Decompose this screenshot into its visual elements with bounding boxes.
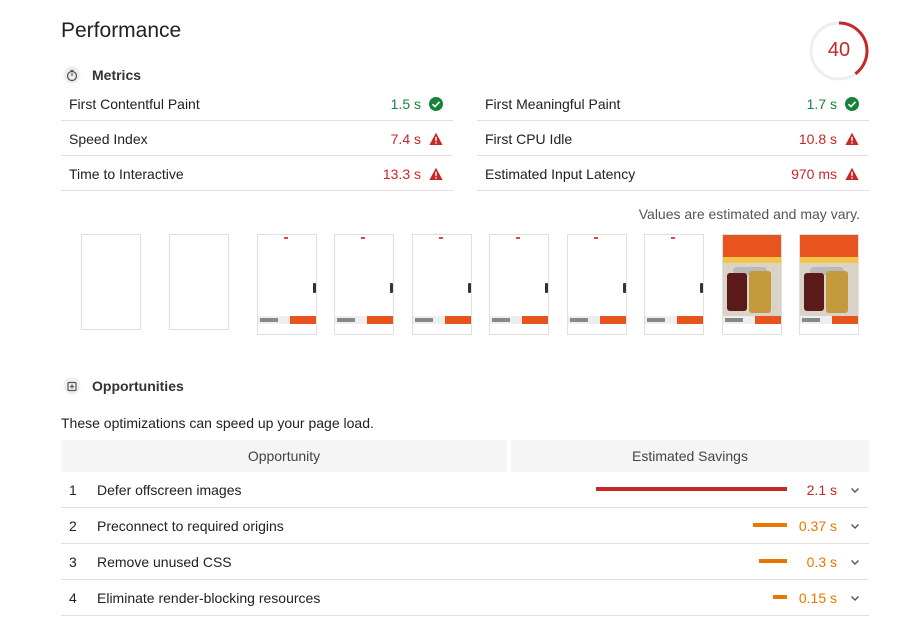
opportunity-row[interactable]: 4 Eliminate render-blocking resources 0.… <box>61 580 869 616</box>
stopwatch-icon <box>63 66 81 84</box>
opportunity-name: Remove unused CSS <box>97 554 232 570</box>
score-value: 40 <box>827 39 851 61</box>
filmstrip-frame <box>722 234 782 335</box>
savings-value: 0.3 s <box>806 554 837 570</box>
filmstrip-frame <box>334 234 394 335</box>
filmstrip-frame <box>644 234 704 335</box>
opportunity-row[interactable]: 2 Preconnect to required origins 0.37 s <box>61 508 869 544</box>
metric-value: 7.4 s <box>390 131 421 147</box>
metric-value: 10.8 s <box>798 131 837 147</box>
filmstrip-frame <box>169 234 229 330</box>
filmstrip-frame <box>257 234 317 335</box>
warning-triangle-icon <box>429 132 443 145</box>
metric-name: First CPU Idle <box>485 131 573 147</box>
row-number: 4 <box>69 590 77 606</box>
opportunities-title: Opportunities <box>92 378 184 394</box>
metric-name: First Contentful Paint <box>69 96 200 112</box>
savings-bar <box>759 559 787 563</box>
pass-check-icon <box>429 97 443 111</box>
savings-value: 0.37 s <box>798 518 837 534</box>
metric-name: Time to Interactive <box>69 166 184 182</box>
metric-value: 1.7 s <box>806 96 837 112</box>
metric-name: Speed Index <box>69 131 148 147</box>
savings-value: 0.15 s <box>798 590 837 606</box>
metric-row: Estimated Input Latency 970 ms <box>477 156 869 191</box>
opportunities-header: Opportunities <box>63 377 184 395</box>
opportunity-name: Defer offscreen images <box>97 482 242 498</box>
savings-bar <box>773 595 787 599</box>
pass-check-icon <box>845 97 859 111</box>
metric-value: 1.5 s <box>390 96 421 112</box>
chevron-down-icon[interactable] <box>849 520 861 532</box>
warning-triangle-icon <box>845 132 859 145</box>
score-gauge <box>809 21 869 81</box>
metrics-right-column: First Meaningful Paint 1.7 s First CPU I… <box>477 86 869 191</box>
filmstrip-frame <box>799 234 859 335</box>
opportunities-table: Opportunity Estimated Savings 1 Defer of… <box>61 440 869 616</box>
savings-bar <box>596 487 787 491</box>
column-header-savings: Estimated Savings <box>511 440 869 472</box>
metric-row: First Contentful Paint 1.5 s <box>61 86 453 121</box>
estimate-note: Values are estimated and may vary. <box>638 206 860 222</box>
metrics-title: Metrics <box>92 67 142 83</box>
filmstrip-frame <box>81 234 141 330</box>
metrics-header: Metrics <box>63 66 141 84</box>
warning-triangle-icon <box>429 167 443 180</box>
savings-value: 2.1 s <box>806 482 837 498</box>
chevron-down-icon[interactable] <box>849 592 861 604</box>
metric-value: 970 ms <box>791 166 837 182</box>
opportunity-icon <box>63 377 81 395</box>
warning-triangle-icon <box>845 167 859 180</box>
metric-row: First CPU Idle 10.8 s <box>477 121 869 156</box>
row-number: 3 <box>69 554 77 570</box>
metrics-left-column: First Contentful Paint 1.5 s Speed Index… <box>61 86 453 191</box>
opportunity-name: Eliminate render-blocking resources <box>97 590 321 606</box>
row-number: 2 <box>69 518 77 534</box>
performance-title: Performance <box>61 19 182 42</box>
metric-value: 13.3 s <box>382 166 421 182</box>
chevron-down-icon[interactable] <box>849 484 861 496</box>
chevron-down-icon[interactable] <box>849 556 861 568</box>
metric-name: Estimated Input Latency <box>485 166 636 182</box>
filmstrip-frame <box>567 234 627 335</box>
metric-name: First Meaningful Paint <box>485 96 621 112</box>
savings-bar <box>753 523 787 527</box>
opportunity-row[interactable]: 1 Defer offscreen images 2.1 s <box>61 472 869 508</box>
opportunity-name: Preconnect to required origins <box>97 518 284 534</box>
column-header-opportunity: Opportunity <box>61 440 507 472</box>
opportunities-description: These optimizations can speed up your pa… <box>61 415 374 431</box>
metric-row: Speed Index 7.4 s <box>61 121 453 156</box>
metric-row: Time to Interactive 13.3 s <box>61 156 453 191</box>
opportunity-row[interactable]: 3 Remove unused CSS 0.3 s <box>61 544 869 580</box>
filmstrip-frame <box>489 234 549 335</box>
table-header: Opportunity Estimated Savings <box>61 440 869 472</box>
filmstrip-frame <box>412 234 472 335</box>
metric-row: First Meaningful Paint 1.7 s <box>477 86 869 121</box>
row-number: 1 <box>69 482 77 498</box>
